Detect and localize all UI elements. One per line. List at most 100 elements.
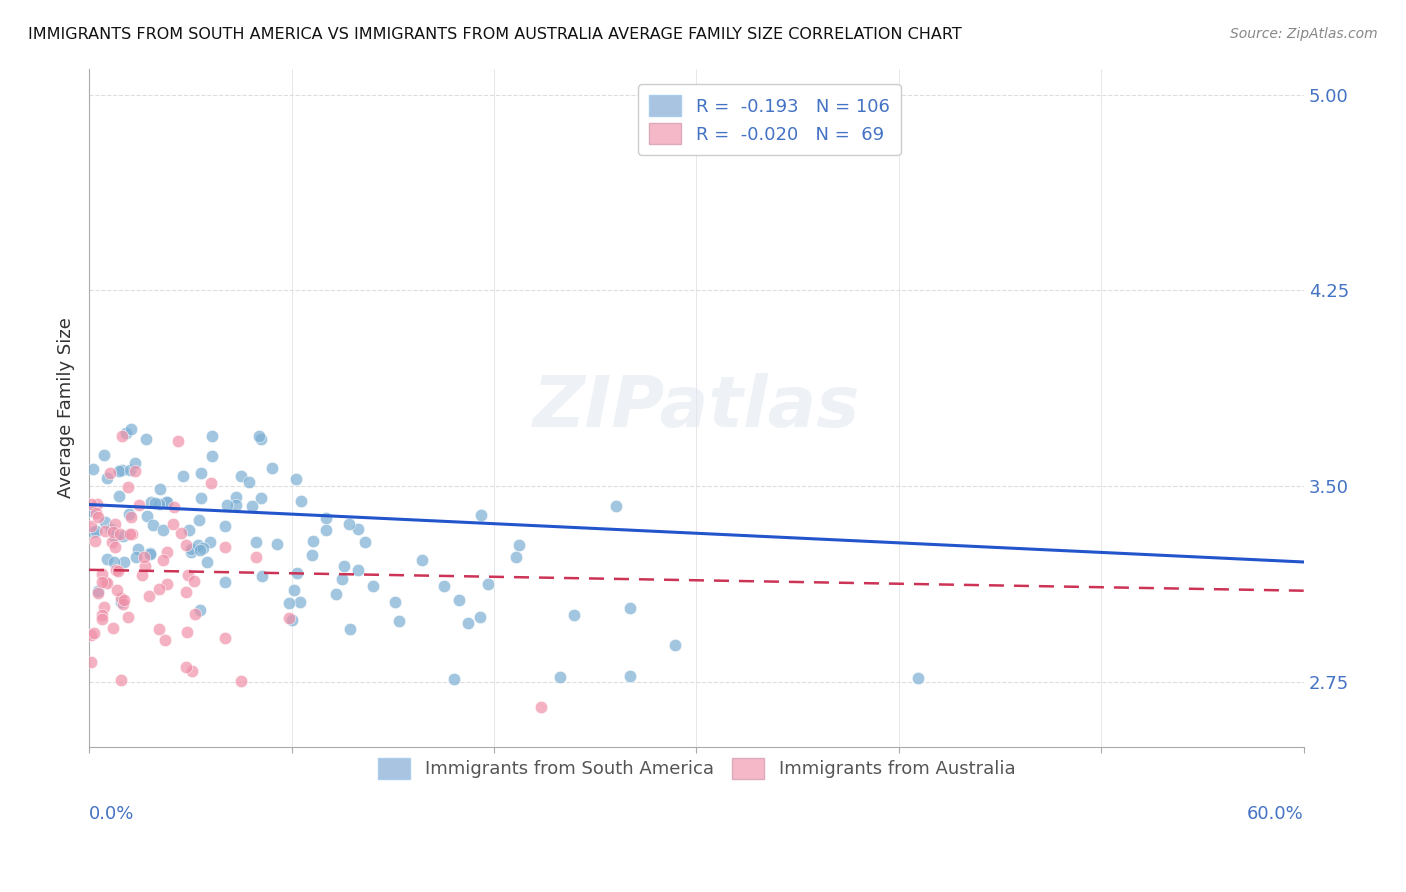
Point xyxy=(91,608,114,623)
Point xyxy=(80,497,103,511)
Point xyxy=(148,497,170,511)
Point xyxy=(347,563,370,577)
Point xyxy=(82,524,104,539)
Point xyxy=(112,592,135,607)
Point xyxy=(127,541,149,556)
Point xyxy=(361,579,384,593)
Point xyxy=(443,672,465,686)
Point xyxy=(284,472,307,486)
Point xyxy=(470,508,492,523)
Point xyxy=(115,425,138,440)
Point xyxy=(117,480,139,494)
Point xyxy=(301,548,323,562)
Point xyxy=(332,572,354,586)
Point xyxy=(229,674,252,689)
Point xyxy=(80,655,103,669)
Point xyxy=(118,507,141,521)
Point xyxy=(103,621,125,635)
Point xyxy=(93,600,115,615)
Point xyxy=(111,597,134,611)
Point xyxy=(530,699,553,714)
Point xyxy=(100,522,122,536)
Point xyxy=(152,553,174,567)
Point xyxy=(433,579,456,593)
Point xyxy=(162,516,184,531)
Point xyxy=(105,563,128,577)
Point xyxy=(100,534,122,549)
Point xyxy=(198,534,221,549)
Point xyxy=(174,660,197,674)
Point xyxy=(315,523,337,537)
Point xyxy=(156,545,179,559)
Point xyxy=(605,499,627,513)
Point xyxy=(145,496,167,510)
Point xyxy=(138,589,160,603)
Point xyxy=(260,461,283,475)
Point xyxy=(111,429,134,443)
Legend: Immigrants from South America, Immigrants from Australia: Immigrants from South America, Immigrant… xyxy=(370,750,1022,786)
Point xyxy=(339,516,361,531)
Point xyxy=(245,550,267,565)
Text: 0.0%: 0.0% xyxy=(89,805,135,822)
Point xyxy=(287,566,309,581)
Point xyxy=(354,534,377,549)
Point xyxy=(139,495,162,509)
Point xyxy=(191,541,214,556)
Point xyxy=(135,509,157,524)
Point xyxy=(104,531,127,545)
Point xyxy=(152,523,174,537)
Point xyxy=(87,585,110,599)
Point xyxy=(134,558,156,573)
Point xyxy=(907,671,929,685)
Point xyxy=(104,517,127,532)
Point xyxy=(155,494,177,508)
Point xyxy=(139,546,162,560)
Point xyxy=(93,448,115,462)
Point xyxy=(108,527,131,541)
Point xyxy=(302,533,325,548)
Point xyxy=(214,541,236,555)
Point xyxy=(325,587,347,601)
Point xyxy=(384,595,406,609)
Point xyxy=(249,432,271,446)
Point xyxy=(249,491,271,505)
Y-axis label: Average Family Size: Average Family Size xyxy=(58,318,75,499)
Point xyxy=(172,469,194,483)
Text: Source: ZipAtlas.com: Source: ZipAtlas.com xyxy=(1230,27,1378,41)
Point xyxy=(290,494,312,508)
Point xyxy=(477,577,499,591)
Text: IMMIGRANTS FROM SOUTH AMERICA VS IMMIGRANTS FROM AUSTRALIA AVERAGE FAMILY SIZE C: IMMIGRANTS FROM SOUTH AMERICA VS IMMIGRA… xyxy=(28,27,962,42)
Point xyxy=(249,429,271,443)
Point xyxy=(245,534,267,549)
Point xyxy=(101,525,124,540)
Point xyxy=(562,607,585,622)
Point xyxy=(108,489,131,503)
Point xyxy=(104,540,127,554)
Point xyxy=(134,549,156,564)
Point xyxy=(347,523,370,537)
Point xyxy=(120,422,142,436)
Point xyxy=(90,574,112,589)
Point xyxy=(107,564,129,578)
Point xyxy=(664,638,686,652)
Point xyxy=(200,476,222,491)
Point xyxy=(315,510,337,524)
Point xyxy=(103,555,125,569)
Point xyxy=(111,529,134,543)
Point xyxy=(188,543,211,558)
Point xyxy=(619,601,641,615)
Point xyxy=(84,506,107,520)
Point xyxy=(411,553,433,567)
Point xyxy=(156,494,179,508)
Point xyxy=(388,614,411,628)
Point xyxy=(80,518,103,533)
Point xyxy=(135,432,157,446)
Point xyxy=(124,464,146,478)
Point xyxy=(176,625,198,640)
Point xyxy=(156,577,179,591)
Text: ZIPatlas: ZIPatlas xyxy=(533,374,860,442)
Point xyxy=(94,515,117,529)
Point xyxy=(180,545,202,559)
Point xyxy=(86,497,108,511)
Point xyxy=(90,566,112,581)
